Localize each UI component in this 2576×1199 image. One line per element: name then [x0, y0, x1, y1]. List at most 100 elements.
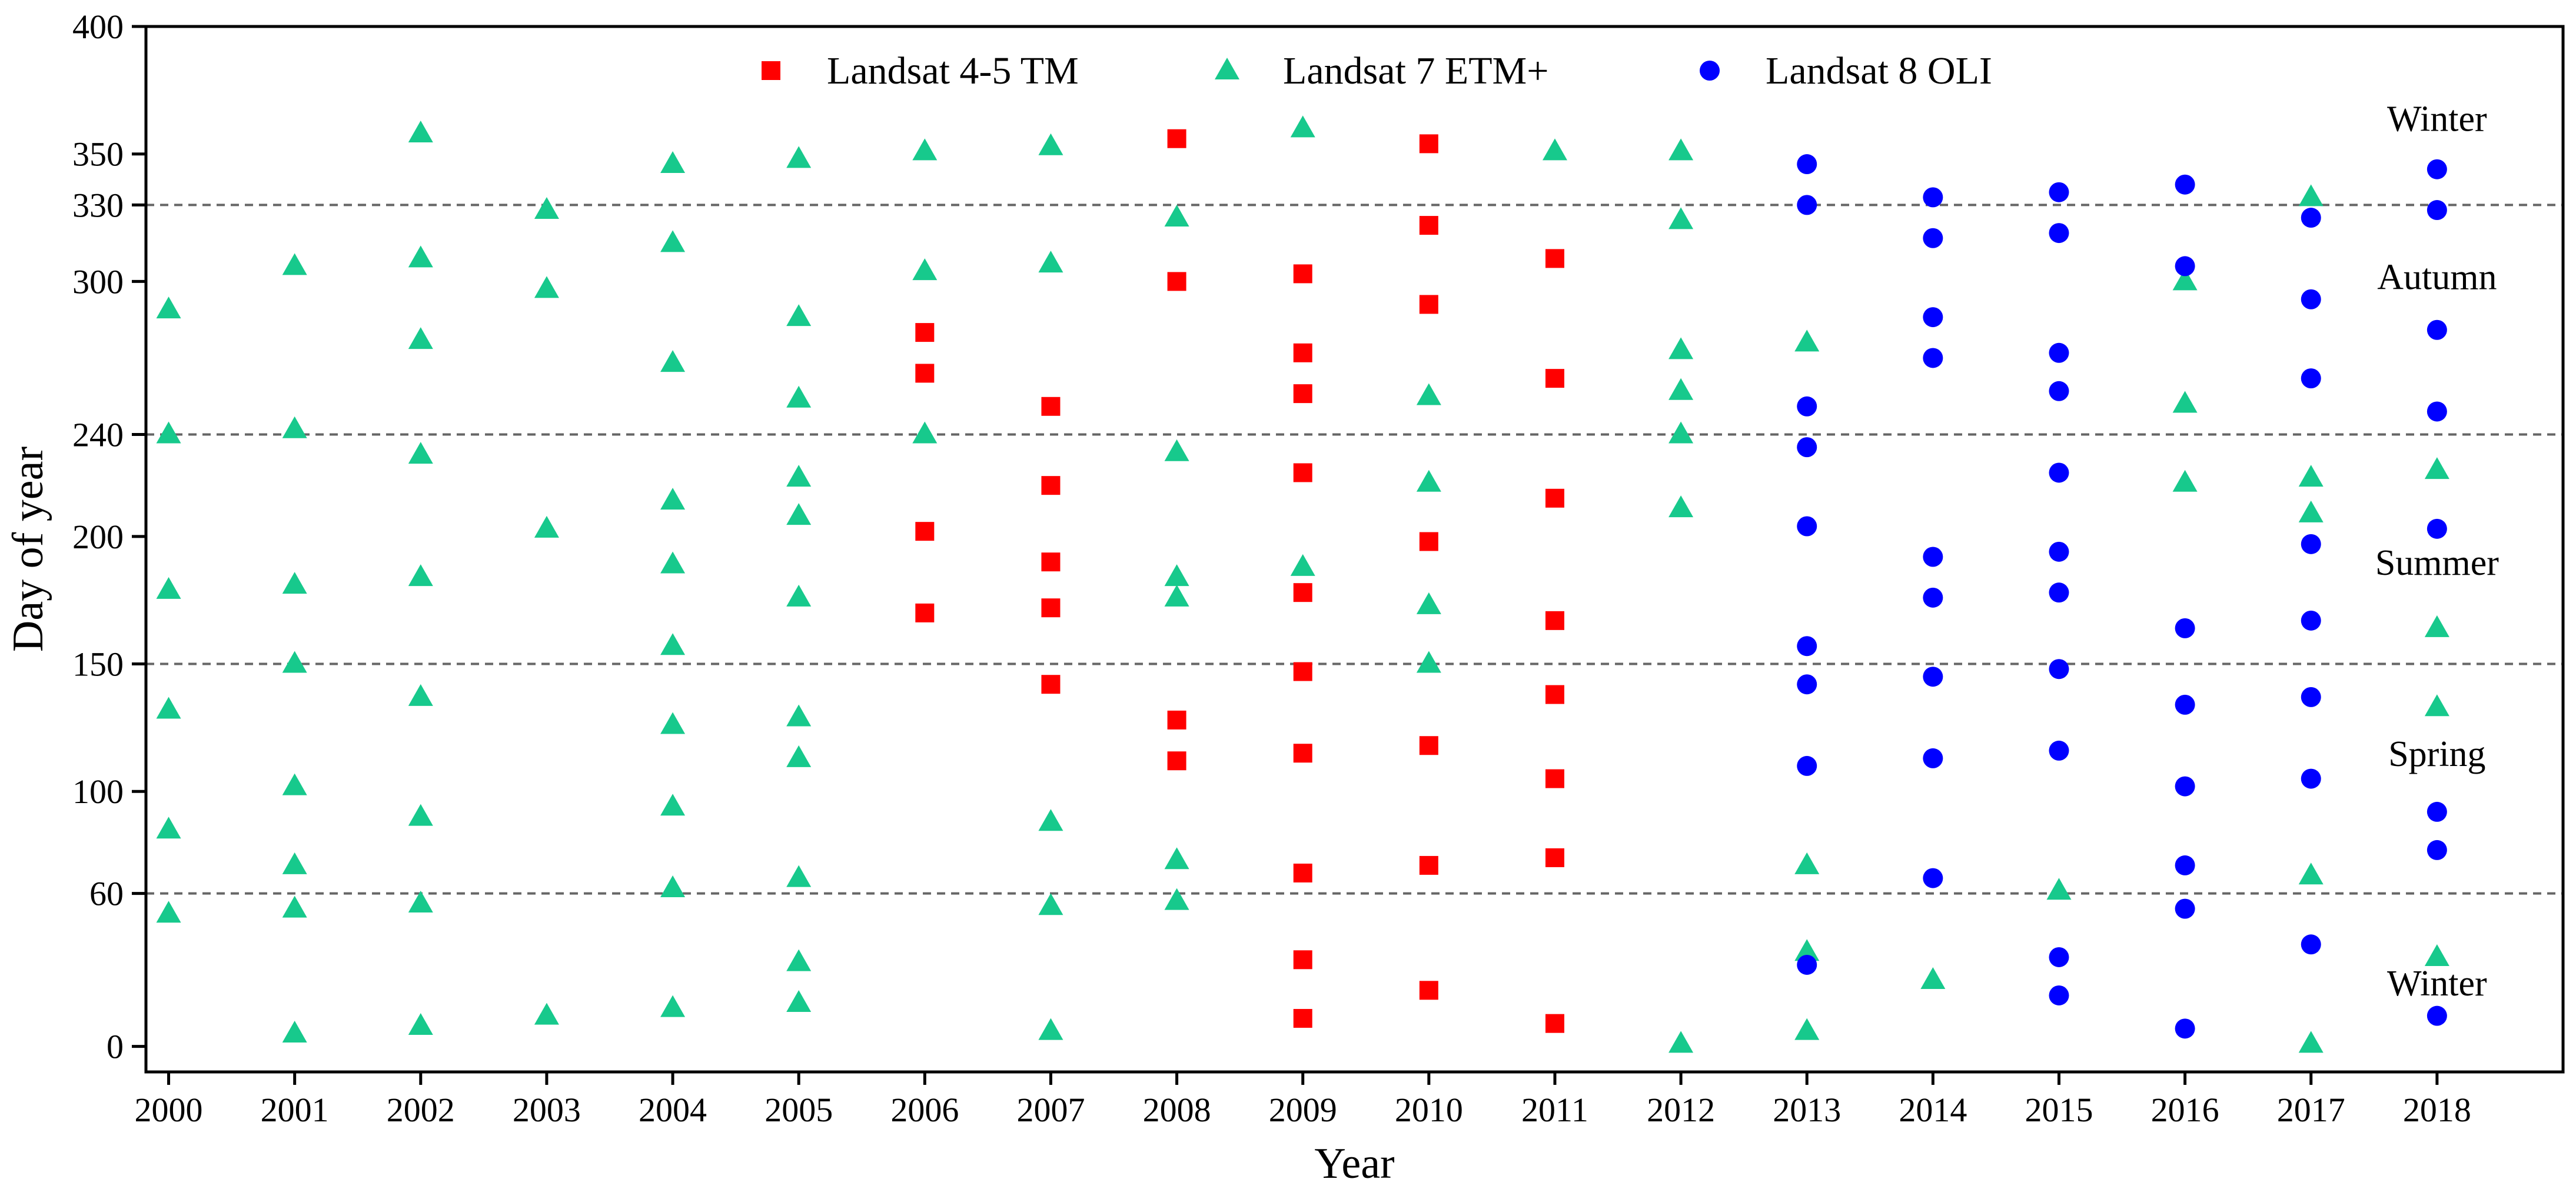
x-tick-label: 2006	[890, 1091, 959, 1129]
data-point-triangle	[282, 416, 307, 438]
data-point-circle	[1797, 674, 1817, 695]
data-point-triangle	[534, 515, 559, 538]
data-point-square	[1419, 532, 1438, 551]
data-point-triangle	[786, 990, 812, 1012]
season-labels: Winter Autumn Summer Spring Winter	[2375, 99, 2499, 1004]
data-point-circle	[1923, 187, 1943, 208]
data-point-triangle	[1668, 495, 1694, 518]
data-point-triangle	[1038, 1018, 1063, 1040]
data-point-triangle	[786, 146, 812, 168]
x-tick-label: 2002	[387, 1091, 455, 1129]
data-point-square	[1545, 685, 1564, 704]
y-tick-label: 100	[72, 772, 124, 811]
data-point-square	[1041, 675, 1061, 694]
data-point-circle	[2175, 174, 2195, 195]
x-tick-label: 2003	[513, 1091, 581, 1129]
y-tick-label: 350	[72, 135, 124, 174]
y-tick-label: 60	[89, 875, 124, 913]
data-point-triangle	[660, 551, 686, 574]
data-point-circle	[2175, 618, 2195, 638]
x-tick-label: 2016	[2151, 1091, 2219, 1129]
y-tick-label: 150	[72, 645, 124, 684]
data-point-triangle	[786, 503, 812, 525]
data-point-square	[915, 522, 935, 541]
data-point-circle	[2175, 898, 2195, 919]
axes: 0 60 100 150 200 240 300 330 350 400 2000 2001 2002 2…	[72, 8, 2471, 1129]
data-point-triangle	[2172, 268, 2198, 291]
data-point-triangle	[912, 258, 938, 281]
x-tick-label: 2010	[1395, 1091, 1463, 1129]
data-point-triangle	[1038, 133, 1063, 155]
data-point-circle	[1923, 547, 1943, 567]
x-tick-label: 2005	[765, 1091, 833, 1129]
data-point-circle	[2427, 200, 2447, 221]
season-label: Summer	[2375, 543, 2499, 583]
data-point-triangle	[534, 1003, 559, 1025]
data-point-square	[1293, 950, 1312, 970]
data-point-triangle	[156, 577, 181, 599]
legend-marker	[1215, 58, 1239, 79]
data-point-square	[1419, 134, 1438, 154]
data-point-circle	[2301, 934, 2321, 955]
data-point-triangle	[2298, 184, 2324, 207]
data-point-circle	[2427, 801, 2447, 822]
data-point-square	[1545, 1014, 1564, 1033]
data-point-circle	[2049, 342, 2069, 363]
data-point-square	[1419, 981, 1438, 1000]
x-tick-label: 2004	[639, 1091, 707, 1129]
data-point-triangle	[1164, 584, 1189, 607]
data-point-circle	[2427, 319, 2447, 340]
data-point-circle	[1797, 437, 1817, 458]
data-point-triangle	[156, 901, 181, 923]
data-point-triangle	[282, 253, 307, 275]
data-point-circle	[1923, 667, 1943, 687]
data-point-triangle	[660, 794, 686, 816]
data-point-square	[1293, 463, 1312, 482]
data-point-circle	[2175, 694, 2195, 715]
data-point-triangle	[660, 712, 686, 734]
data-point-square	[1293, 583, 1312, 602]
data-point-triangle	[1290, 554, 1315, 576]
data-point-triangle	[2172, 469, 2198, 492]
x-axis-label: Year	[1314, 1140, 1394, 1188]
data-point-square	[1293, 863, 1312, 882]
data-point-triangle	[786, 584, 812, 607]
data-point-circle	[1923, 348, 1943, 368]
data-point-triangle	[408, 684, 433, 706]
x-tick-label: 2014	[1899, 1091, 1967, 1129]
data-point-square	[1293, 343, 1312, 362]
data-point-triangle	[1164, 205, 1189, 227]
season-label: Winter	[2387, 964, 2487, 1004]
data-point-circle	[1797, 396, 1817, 417]
data-point-square	[1167, 751, 1186, 771]
season-gridlines	[146, 204, 2563, 895]
data-point-square	[915, 603, 935, 622]
data-point-triangle	[534, 197, 559, 219]
data-point-triangle	[660, 995, 686, 1017]
data-point-triangle	[786, 385, 812, 408]
data-point-triangle	[1164, 888, 1189, 910]
data-point-square	[1545, 249, 1564, 268]
data-point-square	[1419, 295, 1438, 314]
data-point-triangle	[786, 745, 812, 767]
x-tick-label: 2017	[2277, 1091, 2345, 1129]
data-point-triangle	[2424, 944, 2449, 966]
data-point-triangle	[282, 1020, 307, 1043]
data-point-triangle	[1416, 651, 1441, 673]
data-point-circle	[2049, 541, 2069, 562]
data-point-triangle	[1164, 564, 1189, 587]
data-point-triangle	[786, 949, 812, 971]
data-point-square	[1545, 848, 1564, 867]
y-tick-label: 200	[72, 518, 124, 556]
data-point-square	[1293, 744, 1312, 763]
data-point-circle	[1797, 954, 1817, 975]
data-point-circle	[2049, 381, 2069, 401]
data-point-triangle	[408, 442, 433, 464]
data-point-triangle	[1794, 852, 1820, 874]
season-label: Spring	[2388, 734, 2485, 774]
data-point-circle	[1923, 307, 1943, 328]
data-point-circle	[1923, 587, 1943, 608]
data-points	[156, 115, 2449, 1053]
data-point-triangle	[282, 773, 307, 795]
